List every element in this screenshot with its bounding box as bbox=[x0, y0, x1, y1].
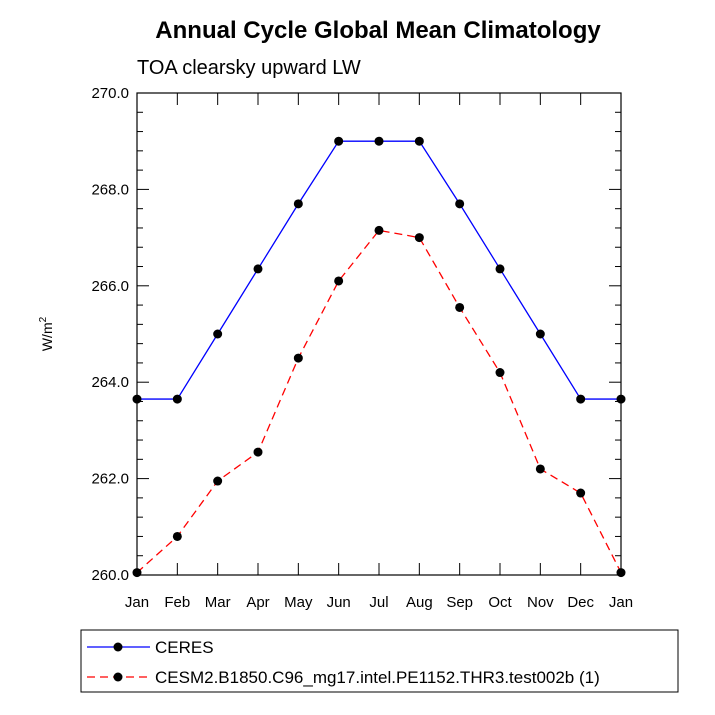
x-tick-label: Nov bbox=[527, 594, 554, 611]
data-point-series-1 bbox=[495, 368, 505, 378]
series-line-1 bbox=[136, 229, 622, 574]
x-tick-label: May bbox=[284, 594, 313, 611]
data-point-series-0 bbox=[576, 394, 586, 404]
data-point-series-1 bbox=[616, 568, 626, 578]
data-point-series-1 bbox=[414, 233, 424, 243]
data-point-series-1 bbox=[132, 568, 142, 578]
x-tick-label: Dec bbox=[567, 594, 594, 611]
x-tick-label: Jan bbox=[609, 594, 633, 611]
y-tick-label: 268.0 bbox=[91, 181, 129, 198]
y-tick-label: 270.0 bbox=[91, 85, 129, 102]
x-tick-label: Jun bbox=[327, 594, 351, 611]
data-point-series-0 bbox=[253, 264, 263, 274]
data-point-series-1 bbox=[213, 476, 223, 486]
legend-label-ceres: CERES bbox=[155, 638, 214, 657]
y-tick-label: 266.0 bbox=[91, 278, 129, 295]
data-point-series-0 bbox=[414, 136, 424, 146]
y-axis-label: W/m2 bbox=[38, 316, 55, 351]
data-point-series-0 bbox=[172, 394, 182, 404]
legend-marker-ceres bbox=[113, 642, 123, 652]
data-point-series-1 bbox=[334, 276, 344, 286]
y-axis-label-base: W/m bbox=[39, 322, 55, 351]
x-tick-label: Aug bbox=[406, 594, 433, 611]
data-point-series-0 bbox=[455, 199, 465, 209]
data-point-series-0 bbox=[374, 136, 384, 146]
series-line-0 bbox=[137, 140, 621, 400]
data-point-series-1 bbox=[293, 353, 303, 363]
data-point-series-0 bbox=[132, 394, 142, 404]
data-point-series-0 bbox=[535, 329, 545, 339]
x-axis: Jan Feb Mar Apr May Jun Jul Aug Sep Oct Nov Dec Jan bbox=[125, 93, 633, 611]
x-tick-label: Apr bbox=[246, 594, 269, 611]
data-point-series-1 bbox=[576, 488, 586, 498]
chart-title: Annual Cycle Global Mean Climatology bbox=[155, 17, 601, 44]
plot-border bbox=[136, 92, 622, 576]
data-point-series-1 bbox=[374, 225, 384, 235]
data-point-series-0 bbox=[334, 136, 344, 146]
series-layer bbox=[132, 136, 626, 578]
data-point-series-1 bbox=[455, 302, 465, 312]
x-tick-label: Oct bbox=[488, 594, 512, 611]
legend-label-cesm2: CESM2.B1850.C96_mg17.intel.PE1152.THR3.t… bbox=[155, 668, 600, 687]
x-tick-label: Jan bbox=[125, 594, 149, 611]
data-point-series-0 bbox=[213, 329, 223, 339]
data-point-series-1 bbox=[172, 531, 182, 541]
legend-box bbox=[80, 629, 679, 693]
data-point-series-1 bbox=[253, 447, 263, 457]
x-tick-label: Mar bbox=[205, 594, 231, 611]
data-point-series-0 bbox=[495, 264, 505, 274]
y-tick-label: 262.0 bbox=[91, 471, 129, 488]
x-tick-label: Feb bbox=[164, 594, 190, 611]
legend: CERES CESM2.B1850.C96_mg17.intel.PE1152.… bbox=[80, 629, 679, 693]
x-tick-label: Sep bbox=[446, 594, 473, 611]
y-tick-label: 264.0 bbox=[91, 374, 129, 391]
y-tick-label: 260.0 bbox=[91, 567, 129, 584]
data-point-series-0 bbox=[293, 199, 303, 209]
data-point-series-1 bbox=[535, 464, 545, 474]
x-tick-label: Jul bbox=[369, 594, 388, 611]
legend-marker-cesm2 bbox=[113, 672, 123, 682]
data-point-series-0 bbox=[616, 394, 626, 404]
chart-subtitle: TOA clearsky upward LW bbox=[137, 57, 361, 79]
y-axis-label-superscript: 2 bbox=[38, 316, 49, 322]
plot-frame bbox=[136, 92, 622, 576]
